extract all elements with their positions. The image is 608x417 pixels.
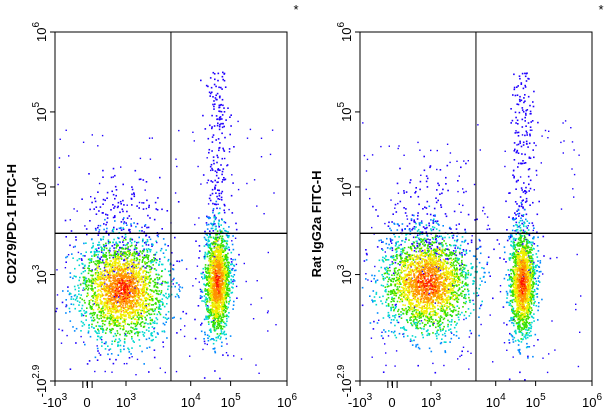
- x-tick-label: 106: [277, 392, 297, 410]
- x-tick-label: 104: [181, 392, 201, 410]
- x-tick-label: 0: [388, 395, 395, 410]
- left-plot-panel: -103 0 103 104 105 106 -102.9 103 104 105 106 CD279…: [4, 2, 299, 410]
- x-tick-label: 103: [116, 392, 136, 410]
- x-tick-label: 105: [221, 392, 241, 410]
- x-tick-label: 106: [582, 392, 602, 410]
- y-tick-label: 104: [31, 177, 49, 197]
- y-tick-label: 103: [336, 264, 354, 284]
- y-tick-label: -102.9: [336, 364, 354, 397]
- x-tick-label: 104: [486, 392, 506, 410]
- y-tick-label: 106: [336, 22, 354, 42]
- x-tick-label: 105: [526, 392, 546, 410]
- corner-mark: *: [598, 2, 603, 17]
- density-dots: [361, 72, 582, 381]
- x-tick-label: 0: [83, 395, 90, 410]
- density-dots: [55, 71, 277, 380]
- y-tick-label: 103: [31, 264, 49, 284]
- right-plot-panel: -103 0 103 104 105 106 -102.9 103 104 105 106 Rat I…: [309, 2, 604, 410]
- y-tick-label: 104: [336, 177, 354, 197]
- y-tick-label: 105: [336, 101, 354, 121]
- y-tick-label: 105: [31, 101, 49, 121]
- y-tick-label: -102.9: [31, 364, 49, 397]
- x-tick-label: 103: [421, 392, 441, 410]
- y-axis-label: Rat IgG2a FITC-H: [309, 170, 324, 277]
- corner-mark: *: [293, 2, 298, 17]
- x-tick-label: -103: [43, 392, 68, 410]
- x-tick-label: -103: [348, 392, 373, 410]
- y-axis-label: CD279/PD-1 FITC-H: [4, 164, 19, 284]
- y-tick-label: 106: [31, 22, 49, 42]
